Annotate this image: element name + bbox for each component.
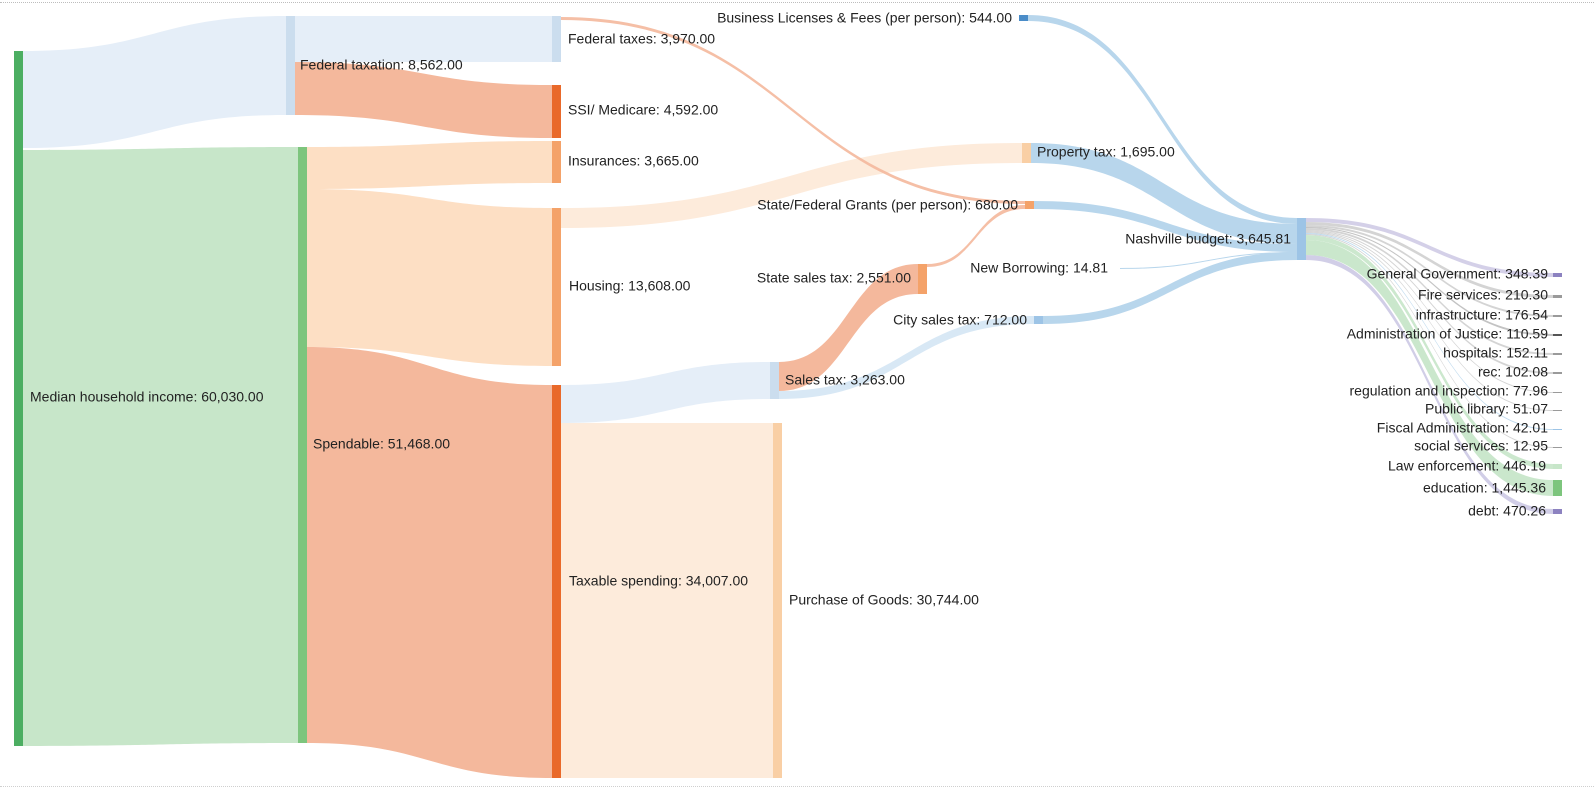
- link-nashville-to-regulation[interactable]: [1306, 231, 1553, 393]
- node-label-fire: Fire services: 210.30: [1418, 287, 1548, 303]
- node-label-fedtaxation: Federal taxation: 8,562.00: [300, 57, 463, 73]
- node-label-rec: rec: 102.08: [1478, 364, 1548, 380]
- node-label-grants: State/Federal Grants (per person): 680.0…: [757, 197, 1018, 213]
- top-divider: [0, 2, 1594, 3]
- node-rec[interactable]: [1553, 372, 1562, 374]
- node-property[interactable]: [1022, 143, 1031, 163]
- links-layer: [23, 15, 1553, 778]
- node-label-nashville: Nashville budget: 3,645.81: [1125, 231, 1291, 247]
- link-fedtaxation-to-fedtaxes[interactable]: [295, 16, 552, 62]
- node-label-ssi: SSI/ Medicare: 4,592.00: [568, 102, 718, 118]
- node-label-housing: Housing: 13,608.00: [569, 278, 691, 294]
- node-grants[interactable]: [1025, 201, 1034, 209]
- node-ssi[interactable]: [552, 85, 561, 138]
- node-label-infra: infrastructure: 176.54: [1416, 307, 1549, 323]
- node-social[interactable]: [1553, 447, 1562, 448]
- nodes-layer: [14, 15, 1562, 778]
- node-label-library: Public library: 51.07: [1425, 401, 1548, 417]
- node-label-justice: Administration of Justice: 110.59: [1347, 326, 1549, 342]
- node-label-citysales: City sales tax: 712.00: [893, 312, 1027, 328]
- link-spendable-to-insurances[interactable]: [307, 141, 552, 189]
- node-library[interactable]: [1553, 410, 1562, 411]
- link-nashville-to-debt[interactable]: [1306, 255, 1553, 514]
- node-label-salestax: Sales tax: 3,263.00: [785, 372, 905, 388]
- node-label-business: Business Licenses & Fees (per person): 5…: [717, 10, 1012, 26]
- link-nashville-to-general[interactable]: [1306, 218, 1553, 277]
- link-nashville-to-library[interactable]: [1306, 232, 1553, 411]
- bottom-divider: [0, 786, 1594, 787]
- node-taxable[interactable]: [552, 385, 561, 778]
- link-salestax-to-statesales[interactable]: [779, 264, 918, 391]
- node-label-social: social services: 12.95: [1414, 438, 1548, 454]
- link-citysales-to-nashville[interactable]: [1043, 252, 1297, 324]
- labels-layer: Median household income: 60,030.00 Federa…: [30, 10, 1548, 608]
- node-housing[interactable]: [552, 208, 561, 366]
- node-income[interactable]: [14, 51, 23, 746]
- node-label-fiscal: Fiscal Administration: 42.01: [1377, 420, 1548, 436]
- node-label-property: Property tax: 1,695.00: [1037, 144, 1175, 160]
- node-hospitals[interactable]: [1553, 353, 1562, 355]
- link-borrowing-to-nashville[interactable]: [1120, 252, 1297, 269]
- node-label-law: Law enforcement: 446.19: [1388, 458, 1546, 474]
- node-fiscal[interactable]: [1553, 429, 1562, 430]
- link-nashville-to-social[interactable]: [1306, 234, 1553, 448]
- node-nashville[interactable]: [1297, 218, 1306, 260]
- node-infra[interactable]: [1553, 315, 1562, 317]
- link-nashville-to-fire[interactable]: [1306, 222, 1553, 298]
- node-debt[interactable]: [1553, 509, 1562, 514]
- link-nashville-to-hospitals[interactable]: [1306, 228, 1553, 355]
- node-statesales[interactable]: [918, 264, 927, 294]
- link-taxable-to-salestax[interactable]: [561, 362, 770, 423]
- node-law[interactable]: [1553, 464, 1562, 469]
- link-nashville-to-fiscal[interactable]: [1306, 233, 1553, 430]
- node-label-debt: debt: 470.26: [1468, 503, 1546, 519]
- link-property-to-nashville[interactable]: [1031, 143, 1297, 244]
- link-statesales-to-grants[interactable]: [927, 205, 1025, 267]
- link-fedtaxes-to-grants[interactable]: [561, 17, 1025, 204]
- link-income-to-spendable[interactable]: [23, 147, 298, 746]
- link-spendable-to-housing[interactable]: [307, 189, 552, 366]
- node-label-taxable: Taxable spending: 34,007.00: [569, 573, 748, 589]
- link-nashville-to-infra[interactable]: [1306, 225, 1553, 317]
- node-label-general: General Government: 348.39: [1367, 266, 1549, 282]
- link-salestax-to-citysales[interactable]: [779, 316, 1034, 399]
- link-business-to-nashville[interactable]: [1028, 15, 1297, 224]
- node-regulation[interactable]: [1553, 392, 1562, 393]
- node-label-goods: Purchase of Goods: 30,744.00: [789, 592, 979, 608]
- node-business[interactable]: [1019, 15, 1028, 21]
- node-fedtaxes[interactable]: [552, 16, 561, 62]
- node-insurances[interactable]: [552, 141, 561, 183]
- link-income-to-fedtaxation[interactable]: [23, 16, 286, 148]
- node-citysales[interactable]: [1034, 316, 1043, 324]
- link-nashville-to-law[interactable]: [1306, 235, 1553, 469]
- link-nashville-to-justice[interactable]: [1306, 227, 1553, 336]
- node-label-statesales: State sales tax: 2,551.00: [757, 270, 911, 286]
- node-label-spendable: Spendable: 51,468.00: [313, 436, 450, 452]
- link-nashville-to-education[interactable]: [1306, 240, 1553, 496]
- node-label-borrowing: New Borrowing: 14.81: [970, 260, 1108, 276]
- node-salestax[interactable]: [770, 362, 779, 399]
- node-label-insurances: Insurances: 3,665.00: [568, 153, 699, 169]
- link-nashville-to-rec[interactable]: [1306, 230, 1553, 374]
- node-label-education: education: 1,445.36: [1423, 480, 1546, 496]
- node-goods[interactable]: [773, 423, 782, 778]
- node-label-regulation: regulation and inspection: 77.96: [1350, 383, 1549, 399]
- node-fire[interactable]: [1553, 295, 1562, 298]
- link-fedtaxation-to-ssi[interactable]: [295, 62, 552, 138]
- node-general[interactable]: [1553, 273, 1562, 277]
- link-housing-to-property[interactable]: [561, 143, 1022, 228]
- node-label-fedtaxes: Federal taxes: 3,970.00: [568, 31, 715, 47]
- node-education[interactable]: [1553, 480, 1562, 496]
- node-justice[interactable]: [1553, 334, 1562, 336]
- node-label-hospitals: hospitals: 152.11: [1443, 345, 1548, 361]
- link-spendable-to-taxable[interactable]: [307, 347, 552, 778]
- link-taxable-to-goods[interactable]: [561, 423, 773, 778]
- node-label-income: Median household income: 60,030.00: [30, 389, 264, 405]
- node-fedtaxation[interactable]: [286, 16, 295, 115]
- link-grants-to-nashville[interactable]: [1034, 201, 1297, 252]
- node-spendable[interactable]: [298, 147, 307, 743]
